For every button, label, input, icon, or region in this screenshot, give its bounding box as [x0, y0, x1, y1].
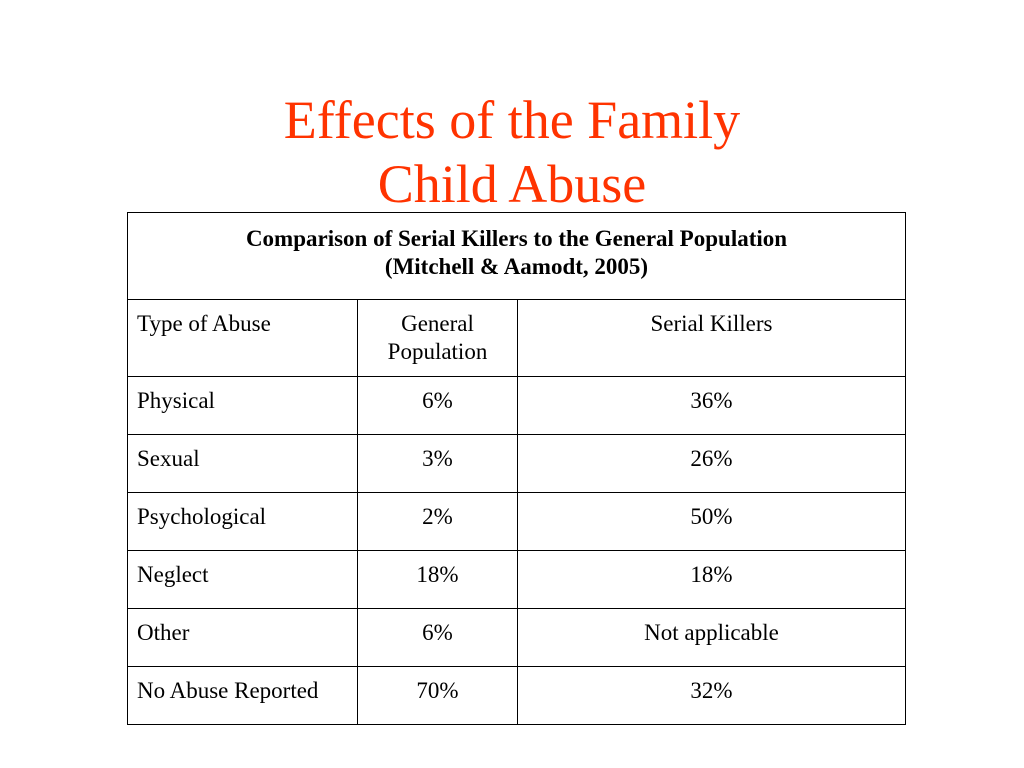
- header-serial-killers: Serial Killers: [517, 299, 906, 377]
- cell-general: 18%: [357, 550, 518, 609]
- table-row: Psychological 2% 50%: [127, 492, 906, 551]
- table-caption-row: Comparison of Serial Killers to the Gene…: [127, 212, 906, 300]
- table-caption-citation: (Mitchell & Aamodt, 2005): [384, 254, 649, 279]
- table-row: Physical 6% 36%: [127, 376, 906, 435]
- table-caption-title: Comparison of Serial Killers to the Gene…: [245, 226, 788, 251]
- cell-serial: 18%: [517, 550, 906, 609]
- table-row: Sexual 3% 26%: [127, 434, 906, 493]
- comparison-table: Comparison of Serial Killers to the Gene…: [127, 212, 906, 725]
- cell-general: 70%: [357, 666, 518, 725]
- cell-type: No Abuse Reported: [127, 666, 358, 725]
- cell-serial: Not applicable: [517, 608, 906, 667]
- table-row: Neglect 18% 18%: [127, 550, 906, 609]
- header-general-population: General Population: [357, 299, 518, 377]
- header-type-of-abuse: Type of Abuse: [127, 299, 358, 377]
- cell-serial: 26%: [517, 434, 906, 493]
- table-header-row: Type of Abuse General Population Serial …: [127, 299, 906, 377]
- slide-title-line-1: Effects of the Family: [283, 90, 741, 151]
- cell-general: 6%: [357, 608, 518, 667]
- cell-serial: 36%: [517, 376, 906, 435]
- table-caption: Comparison of Serial Killers to the Gene…: [127, 212, 906, 300]
- cell-general: 3%: [357, 434, 518, 493]
- cell-general: 2%: [357, 492, 518, 551]
- cell-general: 6%: [357, 376, 518, 435]
- cell-serial: 50%: [517, 492, 906, 551]
- cell-serial: 32%: [517, 666, 906, 725]
- cell-type: Physical: [127, 376, 358, 435]
- cell-type: Sexual: [127, 434, 358, 493]
- slide-title: Effects of the Family Child Abuse: [0, 88, 1024, 216]
- slide-title-line-2: Child Abuse: [377, 154, 647, 215]
- table-row: No Abuse Reported 70% 32%: [127, 666, 906, 725]
- cell-type: Neglect: [127, 550, 358, 609]
- cell-type: Other: [127, 608, 358, 667]
- table-row: Other 6% Not applicable: [127, 608, 906, 667]
- cell-type: Psychological: [127, 492, 358, 551]
